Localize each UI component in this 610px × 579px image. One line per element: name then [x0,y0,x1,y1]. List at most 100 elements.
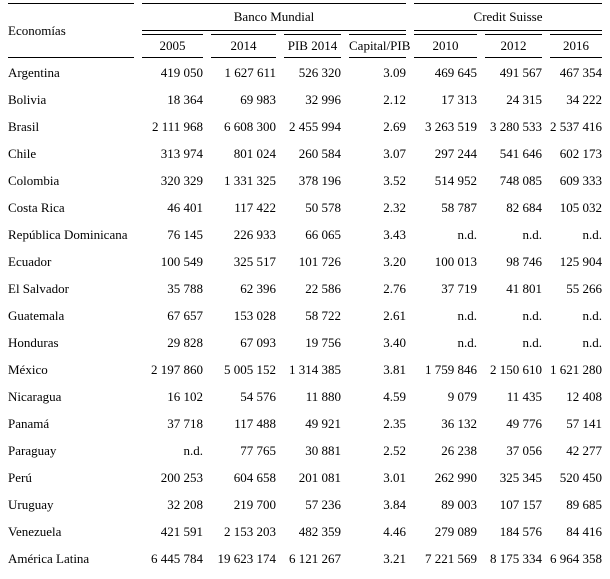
value-cell: 58 787 [441,200,478,215]
value-cell: 2 153 203 [224,524,276,539]
value-cell: 2 455 994 [289,119,341,134]
value-cell: 262 990 [434,470,478,485]
value-cell: 37 718 [167,416,203,431]
value-cell: 2.69 [383,119,407,134]
table-row-peru: Perú 200 253 604 658 201 081 3.01 262 99… [8,466,602,490]
value-cell: 2.35 [383,416,407,431]
value-cell: 1 331 325 [224,173,276,188]
year-header-row: 2005 2014 PIB 2014 Capital/PIB 2010 2012… [8,34,603,58]
value-cell: 67 093 [240,335,276,350]
value-cell: 748 085 [499,173,543,188]
economy-cell: Chile [8,146,37,161]
column-header-economias: Economías [8,3,134,58]
value-cell: 11 435 [506,389,543,404]
value-cell: 117 488 [234,416,276,431]
economy-cell: Costa Rica [8,200,65,215]
economy-cell: El Salvador [8,281,70,296]
column-header-2014: 2014 [211,34,276,58]
value-cell: 153 028 [233,308,276,323]
value-cell: 9 079 [447,389,478,404]
value-cell: 325 517 [233,254,276,269]
value-cell: 419 050 [160,65,203,80]
value-cell: 12 408 [566,389,603,404]
value-cell: 313 974 [160,146,203,161]
value-cell: n.d. [582,335,603,350]
value-cell: 3.07 [383,146,407,161]
value-cell: 49 921 [305,416,341,431]
value-cell: 107 157 [499,497,543,512]
economy-cell: Paraguay [8,443,57,458]
value-cell: 1 314 385 [289,362,341,377]
value-cell: 50 578 [305,200,341,215]
economy-cell: Ecuador [8,254,52,269]
value-cell: 2.61 [383,308,407,323]
table-row-chile: Chile 313 974 801 024 260 584 3.07 297 2… [8,142,602,166]
value-cell: n.d. [582,308,603,323]
table-row-costa-rica: Costa Rica 46 401 117 422 50 578 2.32 58… [8,196,602,220]
value-cell: 89 003 [441,497,478,512]
economy-cell: República Dominicana [8,227,128,242]
value-cell: 3.81 [383,362,407,377]
table-row-nicaragua: Nicaragua 16 102 54 576 11 880 4.59 9 07… [8,385,602,409]
value-cell: 69 983 [240,92,276,107]
value-cell: 101 726 [298,254,341,269]
value-cell: 19 756 [305,335,341,350]
value-cell: 325 345 [499,470,543,485]
value-cell: 467 354 [559,65,603,80]
value-cell: 260 584 [298,146,341,161]
table-row-guatemala: Guatemala 67 657 153 028 58 722 2.61 n.d… [8,304,602,328]
value-cell: 6 121 267 [289,551,341,566]
table-row-uruguay: Uruguay 32 208 219 700 57 236 3.84 89 00… [8,493,602,517]
value-cell: 17 313 [441,92,478,107]
value-cell: 226 933 [233,227,276,242]
value-cell: n.d. [457,308,478,323]
value-cell: 34 222 [566,92,603,107]
value-cell: 46 401 [167,200,203,215]
value-cell: n.d. [522,335,543,350]
value-cell: 200 253 [160,470,203,485]
value-cell: 2.32 [383,200,407,215]
economy-cell: Brasil [8,119,40,134]
value-cell: 1 621 280 [550,362,603,377]
column-header-pib-2014: PIB 2014 [284,34,341,58]
table-row-el-salvador: El Salvador 35 788 62 396 22 586 2.76 37… [8,277,602,301]
table-row-ecuador: Ecuador 100 549 325 517 101 726 3.20 100… [8,250,602,274]
value-cell: 66 065 [305,227,341,242]
economy-cell: Uruguay [8,497,54,512]
value-cell: 82 684 [506,200,543,215]
value-cell: 320 329 [160,173,203,188]
table-body: Argentina 419 050 1 627 611 526 320 3.09… [8,61,602,571]
value-cell: 184 576 [499,524,543,539]
value-cell: 602 173 [559,146,603,161]
value-cell: 526 320 [298,65,341,80]
value-cell: 84 416 [566,524,603,539]
value-cell: 32 208 [167,497,203,512]
value-cell: 19 623 174 [217,551,277,566]
value-cell: 35 788 [167,281,203,296]
table-row-paraguay: Paraguay n.d. 77 765 30 881 2.52 26 238 … [8,439,602,463]
value-cell: n.d. [183,443,204,458]
value-cell: 421 591 [160,524,203,539]
group-header-row: Economías Banco Mundial Credit Suisse [8,3,603,58]
value-cell: 77 765 [240,443,276,458]
value-cell: 279 089 [434,524,478,539]
value-cell: 57 141 [566,416,603,431]
economy-cell: Venezuela [8,524,62,539]
column-header-2005: 2005 [142,34,203,58]
table-row-bolivia: Bolivia 18 364 69 983 32 996 2.12 17 313… [8,88,602,112]
value-cell: 6 445 784 [151,551,203,566]
value-cell: 378 196 [298,173,341,188]
value-cell: n.d. [582,227,603,242]
value-cell: 125 904 [559,254,603,269]
value-cell: 3.21 [383,551,407,566]
table-row-mexico: México 2 197 860 5 005 152 1 314 385 3.8… [8,358,602,382]
value-cell: 6 964 358 [550,551,603,566]
group-header-banco-mundial: Banco Mundial [142,3,407,31]
value-cell: 7 221 569 [425,551,478,566]
table-row-brasil: Brasil 2 111 968 6 608 300 2 455 994 2.6… [8,115,602,139]
economy-cell: Bolivia [8,92,47,107]
value-cell: 22 586 [305,281,341,296]
value-cell: 62 396 [240,281,276,296]
value-cell: 76 145 [167,227,203,242]
